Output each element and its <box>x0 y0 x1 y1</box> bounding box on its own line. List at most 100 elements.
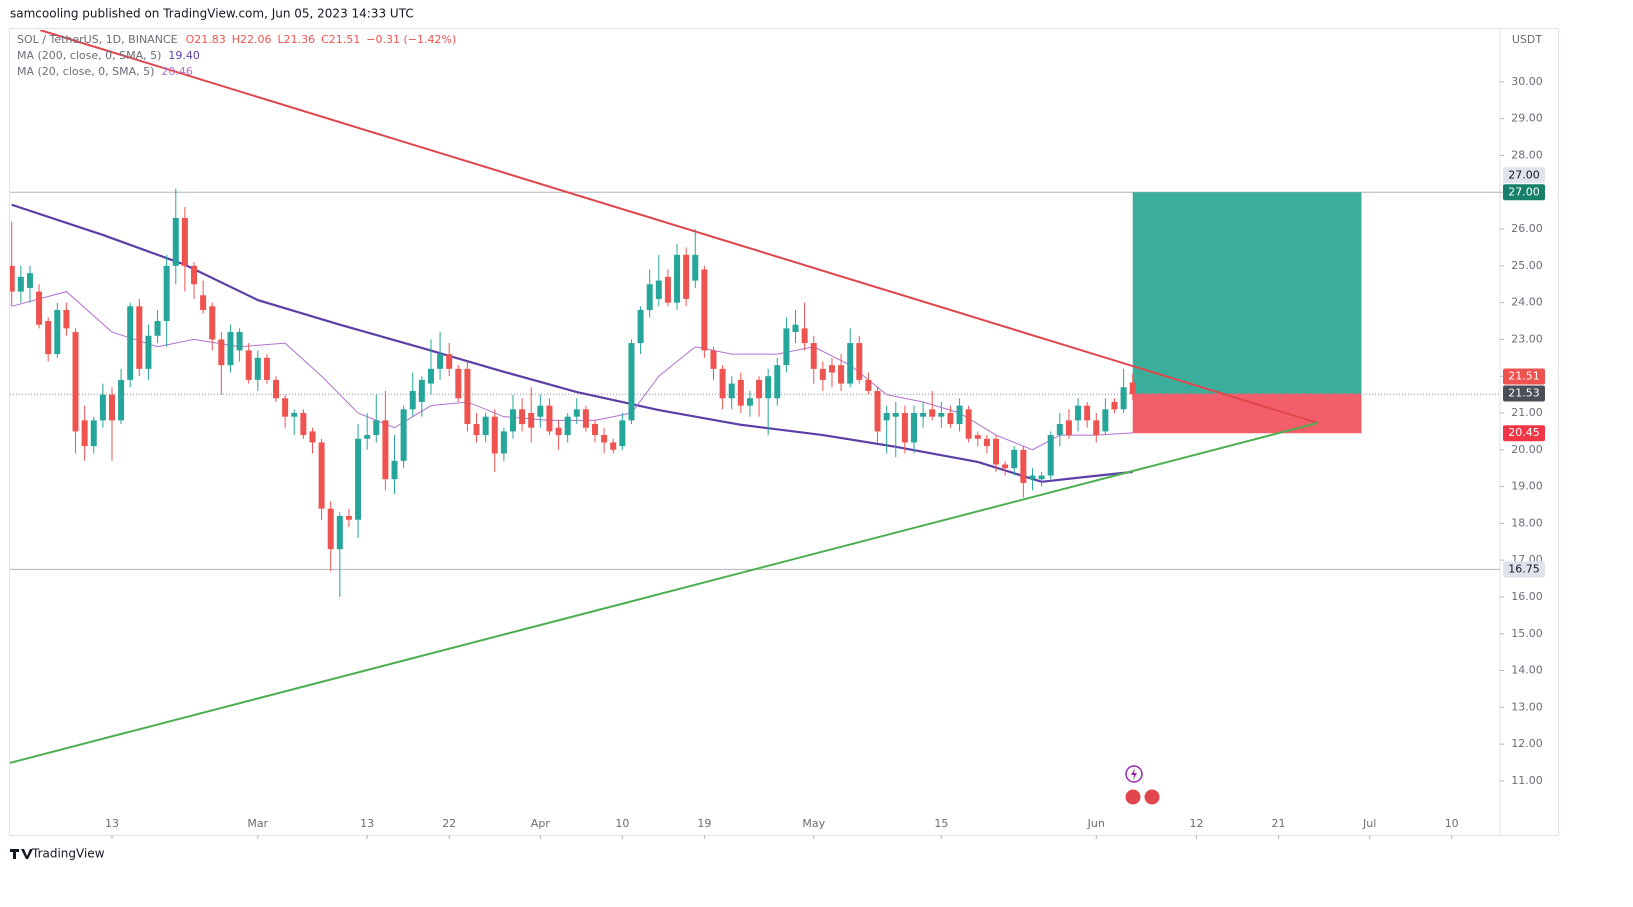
candle <box>400 405 407 469</box>
candle <box>81 405 88 461</box>
candle-body <box>883 413 890 421</box>
header: samcooling published on TradingView.com,… <box>10 7 414 21</box>
candle <box>437 332 444 380</box>
candle-body <box>801 328 808 344</box>
candle <box>336 512 343 597</box>
candle-body <box>692 254 699 281</box>
candle <box>765 368 772 436</box>
candle-body <box>1047 435 1054 476</box>
candle-body <box>291 413 298 417</box>
candle <box>555 420 562 450</box>
candle-body <box>90 420 97 447</box>
candle <box>737 372 744 414</box>
candle-body <box>227 332 234 366</box>
loss-zone <box>1132 393 1362 434</box>
candle-body <box>865 379 872 391</box>
candle-body <box>236 332 243 351</box>
candle-body <box>792 324 799 333</box>
y-tick-label: 12.00 <box>1511 737 1543 750</box>
candle-body <box>355 438 362 520</box>
candle-body <box>847 343 854 384</box>
candle-body <box>746 398 753 406</box>
candle <box>118 368 125 425</box>
candle-body <box>910 413 917 443</box>
candle-body <box>99 394 106 421</box>
candle-body <box>582 409 589 428</box>
candle-body <box>72 332 79 432</box>
candle-body <box>519 409 526 425</box>
candle-body <box>920 413 927 417</box>
candle-body <box>172 218 179 266</box>
candle <box>947 405 954 428</box>
candle-body <box>728 383 735 399</box>
candle <box>291 409 298 436</box>
candle <box>1056 413 1063 447</box>
candle <box>1120 368 1127 414</box>
target-label-box <box>1503 184 1545 201</box>
stop-label: 20.45 <box>1508 426 1540 439</box>
candle-body <box>737 379 744 406</box>
x-tick-label: Jul <box>1362 817 1376 830</box>
candle <box>519 398 526 432</box>
ma-legend-value: 19.40 <box>168 49 200 62</box>
candle <box>364 413 371 450</box>
candle <box>1020 446 1027 498</box>
ohlc-value: C21.51 <box>321 33 360 46</box>
candle <box>1065 409 1072 439</box>
candle-body <box>1002 464 1009 469</box>
y-tick-label: 15.00 <box>1511 627 1543 640</box>
candle-body <box>509 409 516 432</box>
candle <box>601 427 608 454</box>
candle-body <box>427 368 434 384</box>
ohlc-value: −0.31 (−1.42%) <box>366 33 456 46</box>
candle <box>1002 460 1009 476</box>
candle-body <box>254 357 261 380</box>
candle-body <box>774 365 781 399</box>
candle <box>546 398 553 436</box>
candle-body <box>619 420 626 447</box>
currency-label: USDT <box>1512 33 1543 46</box>
hline-label: 27.00 <box>1508 168 1540 181</box>
candle-body <box>10 265 15 292</box>
candle-body <box>218 339 225 366</box>
candle <box>719 365 726 410</box>
candle <box>1047 431 1054 480</box>
candle <box>227 324 234 373</box>
candle-body <box>646 284 653 310</box>
candle <box>646 269 653 318</box>
candle <box>674 243 681 310</box>
candle <box>491 409 498 472</box>
candle <box>245 343 252 384</box>
x-tick-label: 10 <box>615 817 629 830</box>
candle-body <box>664 276 671 303</box>
candle <box>865 372 872 395</box>
candle <box>792 309 799 344</box>
candle-body <box>528 413 535 428</box>
candle-body <box>655 280 662 299</box>
candle-body <box>573 409 580 417</box>
x-tick-label: 13 <box>105 817 119 830</box>
candle-body <box>956 405 963 425</box>
y-tick-label: 18.00 <box>1511 516 1543 529</box>
candle-body <box>1038 475 1045 480</box>
symbol-legend: SOL / TetherUS, 1D, BINANCE <box>17 33 178 46</box>
y-tick-label: 28.00 <box>1511 148 1543 161</box>
candle <box>145 324 152 380</box>
candle <box>418 376 425 417</box>
candle-body <box>719 368 726 399</box>
x-tick-label: 12 <box>1190 817 1204 830</box>
candle-body <box>993 438 1000 465</box>
candle-body <box>500 431 507 454</box>
candle <box>464 361 471 432</box>
event-icons <box>1124 765 1161 806</box>
candle <box>1111 398 1118 414</box>
x-tick-label: 22 <box>442 817 456 830</box>
candle-body <box>1011 449 1018 469</box>
candle-body <box>373 420 380 436</box>
candle-body <box>318 442 325 509</box>
candle <box>664 269 671 307</box>
candle <box>218 332 225 395</box>
last-price-label: 21.51 <box>1508 370 1540 383</box>
y-tick-label: 26.00 <box>1511 222 1543 235</box>
